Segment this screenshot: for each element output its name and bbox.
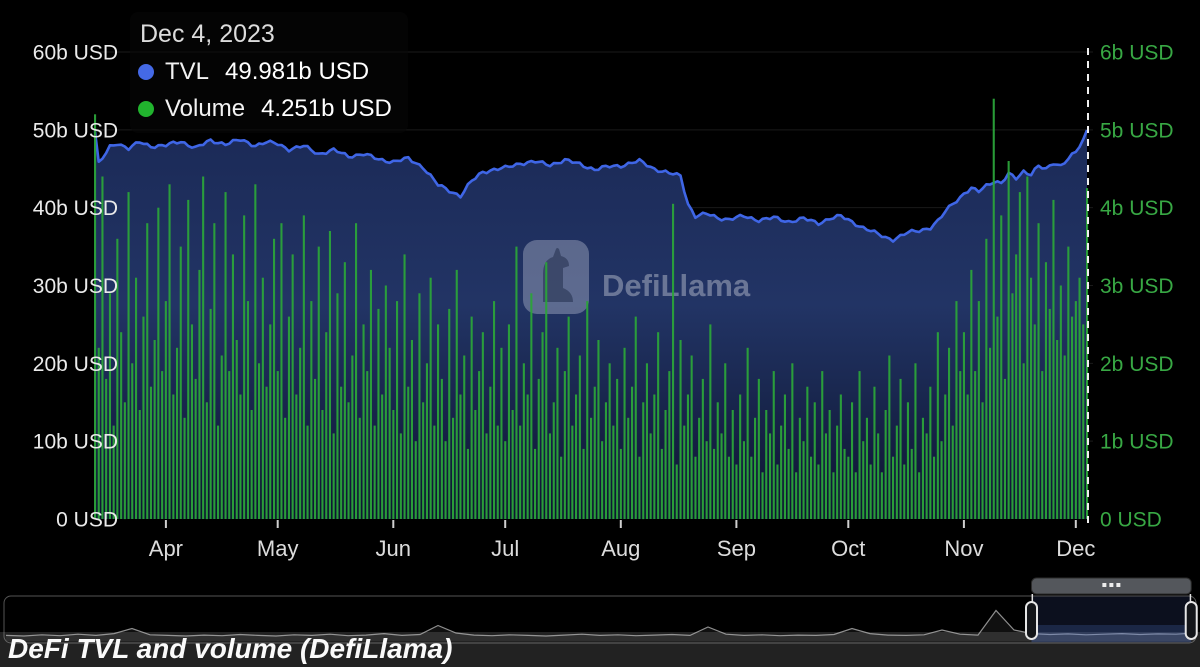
svg-text:Apr: Apr [149, 536, 183, 561]
svg-text:3b USD: 3b USD [1100, 275, 1174, 298]
volume-series-value: 4.251b USD [261, 95, 392, 122]
svg-text:60b USD: 60b USD [33, 42, 118, 65]
tvl-area [95, 130, 1087, 519]
chart-tooltip: Dec 4, 2023 TVL 49.981b USD Volume 4.251… [130, 12, 408, 133]
caption-bar [0, 632, 1200, 667]
right-axis-labels: 6b USD 5b USD 4b USD 3b USD 2b USD 1b USD 0 US… [1100, 42, 1174, 532]
main-chart-canvas[interactable]: DefiLlama 60b USD 50b USD 40b USD 30b USD 20b… [0, 0, 1200, 575]
svg-text:6b USD: 6b USD [1100, 42, 1174, 65]
tooltip-row-volume: Volume 4.251b USD [138, 95, 392, 123]
volume-series-dot-icon [138, 101, 154, 117]
svg-text:0 USD: 0 USD [56, 509, 118, 532]
svg-text:5b USD: 5b USD [1100, 119, 1174, 142]
left-axis-labels: 60b USD 50b USD 40b USD 30b USD 20b USD 10b U… [33, 42, 118, 532]
brush-selection-window[interactable] [1031, 596, 1192, 643]
watermark: DefiLlama [523, 240, 751, 314]
brush-handle-right[interactable] [1184, 601, 1198, 640]
brush-handle-left[interactable] [1025, 601, 1039, 640]
watermark-text: DefiLlama [602, 268, 751, 303]
svg-text:4b USD: 4b USD [1100, 197, 1174, 220]
tvl-series-value: 49.981b USD [225, 58, 370, 85]
tvl-series-label: TVL [165, 58, 210, 85]
svg-text:Oct: Oct [831, 536, 865, 561]
chart-caption: DeFi TVL and volume (DefiLlama) [8, 633, 453, 664]
svg-text:1b USD: 1b USD [1100, 431, 1174, 454]
svg-text:Jun: Jun [376, 536, 411, 561]
grip-dots-icon [1102, 583, 1107, 587]
svg-text:Jul: Jul [491, 536, 519, 561]
svg-text:2b USD: 2b USD [1100, 353, 1174, 376]
svg-text:May: May [257, 536, 299, 561]
svg-text:Nov: Nov [944, 536, 983, 561]
svg-text:40b USD: 40b USD [33, 197, 118, 220]
tooltip-date: Dec 4, 2023 [140, 20, 275, 48]
brush-sparkline [5, 609, 1195, 637]
svg-text:30b USD: 30b USD [33, 275, 118, 298]
tvl-series-dot-icon [138, 64, 154, 80]
svg-text:0 USD: 0 USD [1100, 509, 1162, 532]
tooltip-row-tvl: TVL 49.981b USD [138, 58, 392, 86]
svg-text:20b USD: 20b USD [33, 353, 118, 376]
llama-icon [543, 248, 573, 302]
brush-minimap[interactable] [0, 575, 1200, 667]
tvl-line [93, 129, 1089, 243]
svg-text:10b USD: 10b USD [33, 431, 118, 454]
grip-dots-icon [1109, 583, 1114, 587]
grip-dots-icon [1116, 583, 1121, 587]
svg-text:Sep: Sep [717, 536, 756, 561]
brush-selection-band [1031, 625, 1192, 642]
volume-bars [94, 98, 1089, 520]
x-axis: Apr May Jun Jul Aug Sep Oct Nov Dec [149, 520, 1095, 561]
svg-text:50b USD: 50b USD [33, 119, 118, 142]
brush-sparkline-fill [6, 610, 1194, 641]
svg-text:Aug: Aug [601, 536, 640, 561]
svg-text:Dec: Dec [1056, 536, 1095, 561]
volume-series-label: Volume [165, 95, 246, 122]
